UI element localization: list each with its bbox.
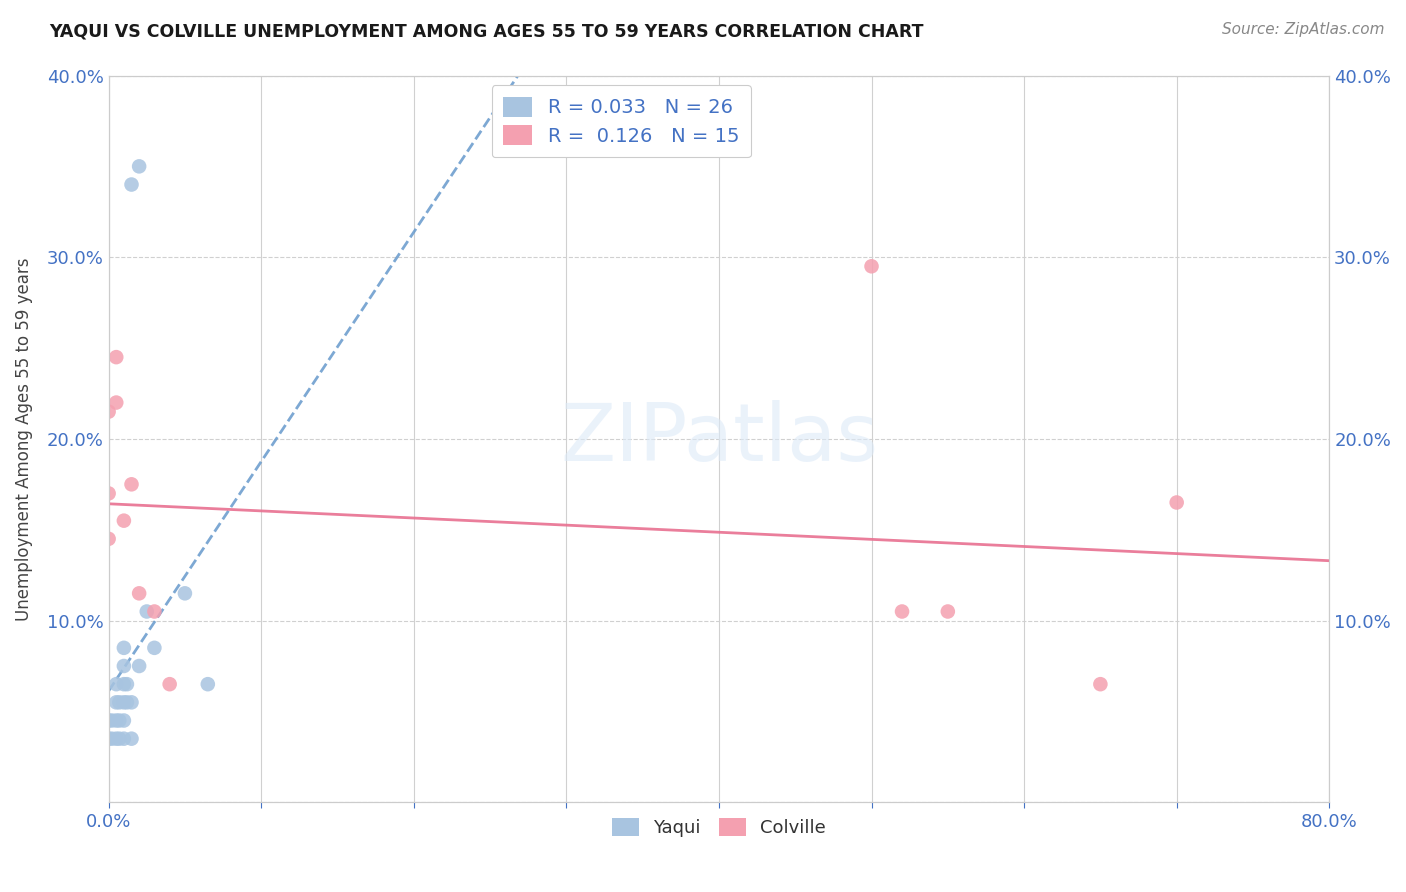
Point: [115, 677, 138, 691]
Point: [1166, 495, 1188, 509]
Y-axis label: Unemployment Among Ages 55 to 59 years: Unemployment Among Ages 55 to 59 years: [15, 257, 32, 621]
Point: [97, 532, 120, 546]
Point: [108, 714, 131, 728]
Point: [112, 514, 135, 528]
Point: [97, 486, 120, 500]
Point: [105, 714, 128, 728]
Point: [135, 605, 157, 619]
Point: [108, 695, 131, 709]
Point: [936, 605, 959, 619]
Point: [1090, 677, 1112, 691]
Text: ZIPatlas: ZIPatlas: [560, 400, 877, 478]
Point: [112, 677, 135, 691]
Point: [112, 640, 135, 655]
Point: [105, 395, 128, 409]
Text: YAQUI VS COLVILLE UNEMPLOYMENT AMONG AGES 55 TO 59 YEARS CORRELATION CHART: YAQUI VS COLVILLE UNEMPLOYMENT AMONG AGE…: [49, 22, 924, 40]
Point: [128, 586, 150, 600]
Point: [100, 731, 122, 746]
Point: [112, 695, 135, 709]
Point: [108, 731, 131, 746]
Point: [112, 659, 135, 673]
Point: [105, 731, 128, 746]
Point: [174, 586, 197, 600]
Point: [891, 605, 914, 619]
Point: [143, 605, 166, 619]
Point: [121, 178, 143, 192]
Text: Source: ZipAtlas.com: Source: ZipAtlas.com: [1222, 22, 1385, 37]
Point: [112, 731, 135, 746]
Point: [105, 677, 128, 691]
Point: [128, 160, 150, 174]
Point: [97, 404, 120, 418]
Point: [860, 260, 883, 274]
Point: [105, 695, 128, 709]
Point: [197, 677, 219, 691]
Legend: Yaqui, Colville: Yaqui, Colville: [605, 810, 834, 844]
Point: [121, 477, 143, 491]
Point: [121, 731, 143, 746]
Point: [105, 350, 128, 364]
Point: [100, 714, 122, 728]
Point: [97, 714, 120, 728]
Point: [112, 714, 135, 728]
Point: [128, 659, 150, 673]
Point: [115, 695, 138, 709]
Point: [121, 695, 143, 709]
Point: [159, 677, 181, 691]
Point: [97, 731, 120, 746]
Point: [143, 640, 166, 655]
